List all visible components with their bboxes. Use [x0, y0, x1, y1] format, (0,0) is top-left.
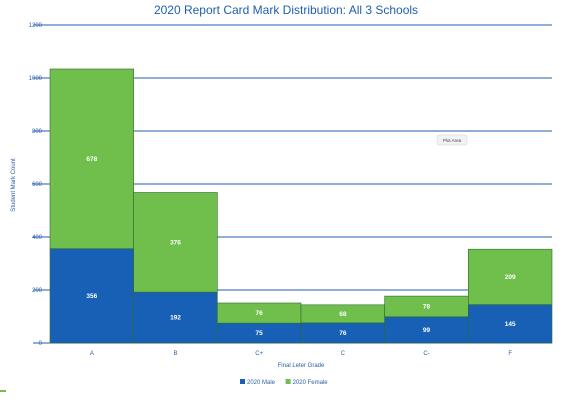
data-label: 76 [256, 310, 264, 317]
x-tick-label: A [90, 351, 94, 357]
plot-area-tooltip: Plot Area [436, 134, 468, 146]
x-tick-label: C [341, 351, 346, 357]
data-label: 68 [339, 311, 347, 318]
x-tick-label: B [173, 351, 177, 357]
y-tick-label: 200 [32, 288, 43, 294]
data-label: 209 [505, 274, 516, 281]
y-tick-label: 800 [32, 129, 43, 135]
bar-female-B [133, 192, 218, 293]
tooltip-box [436, 134, 468, 146]
legend-swatch-female [285, 379, 291, 384]
y-tick-label: 1200 [29, 23, 43, 29]
bar-male-F [468, 304, 553, 344]
bar-female-F [468, 248, 553, 305]
legend: 2020 Male 2020 Female [240, 379, 328, 386]
y-tick-label: 0 [39, 341, 43, 347]
data-label: 78 [423, 303, 431, 310]
legend-label: 2020 Female [293, 380, 329, 386]
y-tick-label: 600 [32, 182, 43, 188]
legend-label: 2020 Male [247, 380, 276, 386]
chart-title: 2020 Report Card Mark Distribution: All … [154, 3, 418, 17]
y-axis-title: Student Mark Count [11, 158, 17, 212]
x-tick-label: C- [423, 351, 429, 357]
bars: 356 678 192 376 75 76 76 68 99 78 145 209 [49, 68, 553, 344]
y-tick-label: 1000 [29, 76, 43, 82]
corner-mark [0, 390, 6, 392]
data-label: 356 [86, 293, 97, 300]
data-label: 76 [339, 330, 347, 337]
data-label: 192 [170, 315, 181, 322]
bar-female-A [49, 68, 134, 249]
data-label: 99 [423, 327, 431, 334]
bar-male-B [133, 291, 218, 344]
y-axis-ticks: 0 200 400 600 800 1000 1200 [29, 23, 43, 347]
x-axis-ticks: A B C+ C C- F [90, 351, 513, 357]
bar-male-A [49, 248, 134, 344]
legend-swatch-male [240, 379, 245, 384]
x-tick-label: F [508, 351, 512, 357]
data-label: 75 [256, 330, 264, 337]
data-label: 678 [86, 156, 97, 163]
data-label: 376 [170, 239, 181, 246]
x-tick-label: C+ [255, 351, 263, 357]
y-tick-label: 400 [32, 235, 43, 241]
tooltip-label: Plot Area [443, 138, 462, 143]
bar-male-C- [384, 316, 469, 344]
x-axis-title: Final Leter Grade [278, 363, 325, 369]
data-label: 145 [505, 321, 516, 328]
